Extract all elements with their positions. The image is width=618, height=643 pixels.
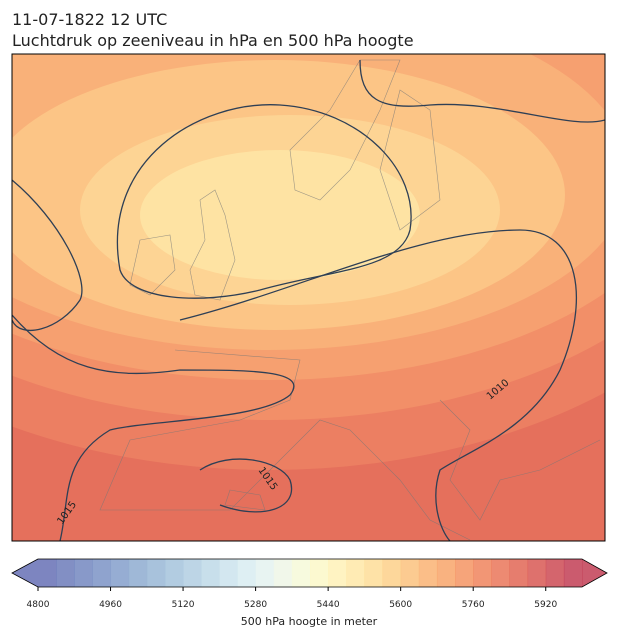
colorbar-bin — [164, 559, 184, 587]
colorbar-bin — [545, 559, 565, 587]
colorbar-bin — [310, 559, 329, 587]
colorbar-extend-low — [12, 559, 38, 587]
colorbar-bin — [455, 559, 474, 587]
colorbar-bin — [346, 559, 365, 587]
colorbar-bin — [400, 559, 420, 587]
colorbar-bin — [237, 559, 257, 587]
subtitle: Luchtdruk op zeeniveau in hPa en 500 hPa… — [12, 31, 414, 50]
colorbar-label: 500 hPa hoogte in meter — [241, 615, 378, 628]
colorbar-tick-label: 5600 — [389, 600, 412, 610]
colorbar-bin — [418, 559, 438, 587]
coastlines — [99, 59, 601, 541]
colorbar-tick-label: 5280 — [244, 600, 267, 610]
colorbar-bin — [382, 559, 402, 587]
colorbar-bin — [146, 559, 166, 587]
isobars — [12, 59, 605, 541]
colorbar-bin — [273, 559, 293, 587]
colorbar-bin — [110, 559, 130, 587]
colorbar-bin — [92, 559, 112, 587]
colorbar: 4800 4960 5120 5280 5440 5600 5760 5920 — [11, 558, 608, 610]
colorbar-tick-label: 5920 — [534, 600, 557, 610]
colorbar-bin — [128, 559, 148, 587]
colorbar-bin — [201, 559, 220, 587]
colorbar-bin — [291, 559, 311, 587]
colorbar-tick-label: 5440 — [317, 600, 340, 610]
colorbar-tick-label: 4800 — [27, 600, 50, 610]
colorbar-outline — [11, 558, 608, 588]
colorbar-bin — [527, 559, 547, 587]
colorbar-bin — [491, 559, 510, 587]
colorbar-bin — [74, 559, 93, 587]
map: 1010 1015 1015 — [12, 54, 605, 541]
colorbar-bin — [56, 559, 75, 587]
colorbar-tick-label: 4960 — [99, 600, 122, 610]
colorbar-bin — [473, 559, 492, 587]
colorbar-bin — [219, 559, 238, 587]
map-frame — [11, 53, 606, 542]
title: 11-07-1822 12 UTC — [12, 10, 167, 29]
colorbar-bin — [328, 559, 347, 587]
colorbar-bin — [364, 559, 384, 587]
colorbar-extend-high — [582, 559, 607, 587]
colorbar-bin — [563, 559, 583, 587]
colorbar-bin — [436, 559, 456, 587]
colorbar-bin — [183, 559, 202, 587]
colorbar-bin — [255, 559, 275, 587]
colorbar-bin — [509, 559, 529, 587]
colorbar-tick-label: 5120 — [172, 600, 195, 610]
colorbar-tick-label: 5760 — [462, 600, 485, 610]
colorbar-bin — [38, 559, 57, 587]
